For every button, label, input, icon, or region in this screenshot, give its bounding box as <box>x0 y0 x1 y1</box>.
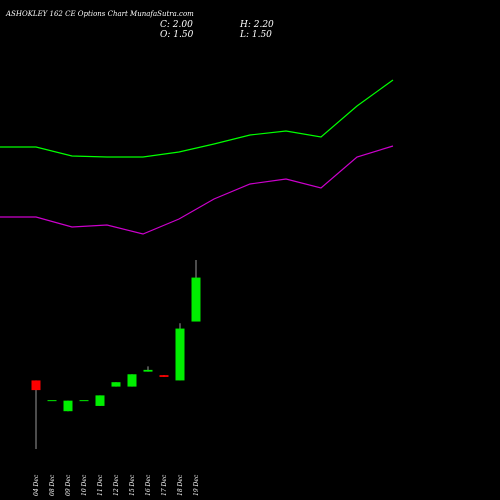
candle-body <box>79 400 89 402</box>
x-tick-label: 15 Dec <box>129 474 136 496</box>
x-tick-label: 19 Dec <box>193 474 200 496</box>
x-tick-label: 16 Dec <box>145 474 152 496</box>
upper-band-line <box>0 79 394 158</box>
candle-body <box>175 328 185 381</box>
x-tick-label: 10 Dec <box>81 474 88 496</box>
close-value: C: 2.00 <box>160 20 193 30</box>
high-value: H: 2.20 <box>240 20 274 30</box>
x-tick-label: 11 Dec <box>97 474 104 496</box>
candle-body <box>159 375 169 377</box>
chart-title: ASHOKLEY 162 CE Options Chart MunafaSutr… <box>6 10 194 18</box>
low-value: L: 1.50 <box>240 30 272 40</box>
open-value: O: 1.50 <box>160 30 194 40</box>
candle-body <box>47 400 57 402</box>
x-tick-label: 04 Dec <box>33 474 40 496</box>
candle-body <box>95 395 105 406</box>
x-tick-label: 08 Dec <box>49 474 56 496</box>
lower-band-line <box>0 145 394 235</box>
candle-body <box>31 380 41 391</box>
candle-body <box>191 277 201 322</box>
x-tick-label: 17 Dec <box>161 474 168 496</box>
candle-body <box>111 382 121 387</box>
x-tick-label: 09 Dec <box>65 474 72 496</box>
x-tick-label: 12 Dec <box>113 474 120 496</box>
candle-body <box>143 369 153 372</box>
x-tick-label: 18 Dec <box>177 474 184 496</box>
candle-body <box>127 374 137 387</box>
candle-body <box>63 400 73 412</box>
